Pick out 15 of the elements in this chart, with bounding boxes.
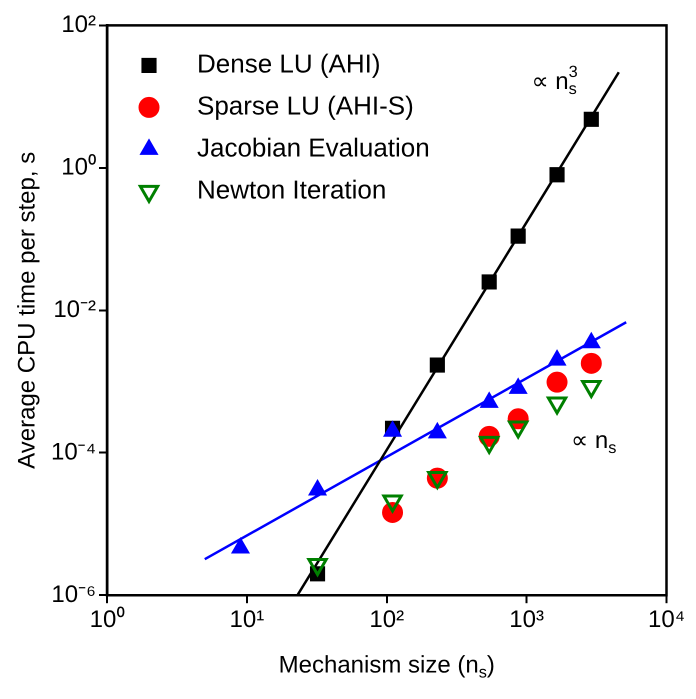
x-tick-label: 10² (369, 606, 404, 634)
x-tick-label: 10³ (509, 606, 544, 634)
legend-label: Newton Iteration (197, 174, 386, 205)
y-tick-label: 10⁻⁶ (51, 580, 96, 608)
legend-label: Sparse LU (AHI-S) (197, 90, 414, 121)
legend-label: Jacobian Evaluation (197, 132, 430, 163)
y-tick-label: 10⁻⁴ (50, 438, 96, 466)
x-tick-label: 10⁰ (90, 606, 124, 634)
y-axis-title: Average CPU time per step, s (14, 152, 41, 469)
y-tick-label: 10⁰ (61, 153, 96, 180)
y-tick-label: 10² (61, 11, 96, 38)
x-tick-label: 10¹ (230, 606, 264, 634)
x-tick-label: 10⁴ (648, 606, 686, 634)
legend-label: Dense LU (AHI) (197, 48, 381, 79)
y-tick-label: 10⁻² (53, 296, 96, 323)
